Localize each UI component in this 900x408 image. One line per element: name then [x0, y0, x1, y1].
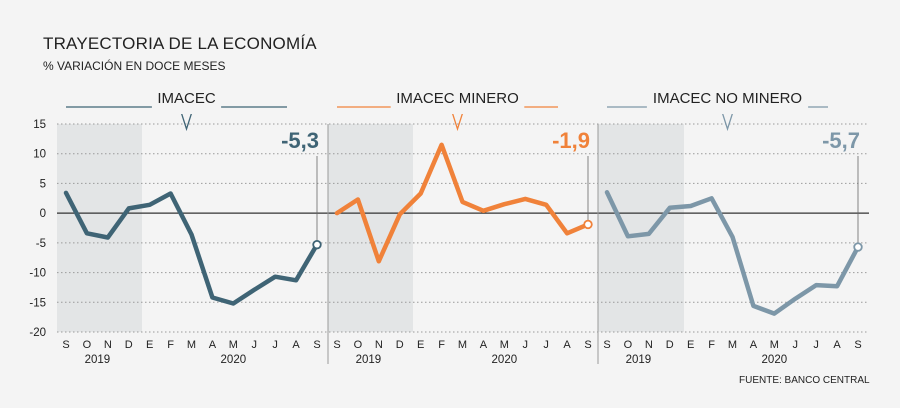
last-point-marker: [853, 242, 863, 252]
y-tick-label: -15: [29, 297, 46, 309]
x-tick-label: A: [209, 339, 217, 351]
x-tick-label: D: [396, 339, 404, 351]
last-value-label: -5,3: [281, 128, 319, 153]
y-tick-label: 15: [33, 119, 46, 131]
x-tick-label: E: [146, 339, 153, 351]
y-tick-label: -10: [29, 268, 46, 280]
chart-subtitle: % VARIACIÓN EN DOCE MESES: [43, 59, 226, 73]
x-tick-label: D: [666, 339, 674, 351]
year-label: 2020: [762, 354, 788, 366]
x-tick-label: F: [167, 339, 174, 351]
year-label: 2020: [221, 354, 247, 366]
year-label: 2019: [626, 354, 652, 366]
x-tick-label: E: [417, 339, 424, 351]
panel-header-bracket: [66, 106, 287, 132]
x-tick-label: J: [793, 339, 799, 351]
panel-header-label: IMACEC MINERO: [396, 90, 519, 107]
x-tick-label: A: [750, 339, 758, 351]
x-tick-label: A: [563, 339, 571, 351]
panel-header-background: [390, 88, 525, 114]
year-label: 2020: [492, 354, 518, 366]
y-tick-label: 10: [33, 149, 46, 161]
x-tick-label: M: [229, 339, 238, 351]
x-tick-label: F: [708, 339, 715, 351]
x-tick-label: O: [624, 339, 633, 351]
x-tick-label: A: [833, 339, 841, 351]
x-tick-label: S: [854, 339, 861, 351]
x-tick-label: S: [313, 339, 320, 351]
source-note: FUENTE: BANCO CENTRAL: [739, 375, 870, 386]
panel-header-background: [151, 88, 222, 114]
y-tick-label: 0: [40, 208, 46, 220]
shaded-region-1: [57, 124, 142, 332]
y-tick-label: 5: [40, 178, 46, 190]
x-tick-label: S: [62, 339, 69, 351]
x-tick-label: N: [375, 339, 383, 351]
x-tick-label: M: [728, 339, 737, 351]
chart-title: TRAYECTORIA DE LA ECONOMÍA: [43, 34, 317, 53]
panel-header-label: IMACEC NO MINERO: [653, 90, 802, 107]
panel-header-background: [646, 88, 809, 114]
x-tick-label: A: [480, 339, 488, 351]
panel-header-label: IMACEC: [157, 90, 216, 107]
x-tick-label: D: [125, 339, 133, 351]
last-value-label: -1,9: [552, 128, 590, 153]
x-tick-label: S: [333, 339, 340, 351]
x-tick-label: J: [252, 339, 258, 351]
x-tick-label: M: [187, 339, 196, 351]
x-tick-label: F: [438, 339, 445, 351]
x-tick-label: O: [83, 339, 92, 351]
last-point-marker: [583, 219, 593, 230]
x-tick-label: J: [543, 339, 549, 351]
series-line-3: [604, 190, 861, 316]
x-tick-label: N: [645, 339, 653, 351]
series-line-2: [334, 142, 591, 264]
x-tick-label: A: [292, 339, 300, 351]
x-tick-label: J: [523, 339, 529, 351]
x-tick-label: E: [687, 339, 694, 351]
shaded-region-3: [598, 124, 684, 332]
x-tick-label: S: [603, 339, 610, 351]
y-tick-label: -20: [29, 327, 46, 339]
x-tick-label: N: [104, 339, 112, 351]
x-tick-label: O: [354, 339, 363, 351]
series-line-1: [63, 190, 320, 306]
x-tick-label: S: [584, 339, 591, 351]
x-tick-label: M: [770, 339, 779, 351]
last-point-marker: [312, 239, 322, 250]
shaded-region-2: [328, 124, 413, 332]
x-tick-label: M: [458, 339, 467, 351]
year-label: 2019: [356, 354, 382, 366]
x-tick-label: J: [272, 339, 278, 351]
x-tick-label: J: [813, 339, 819, 351]
year-label: 2019: [85, 354, 111, 366]
last-value-label: -5,7: [822, 128, 860, 153]
x-tick-label: M: [500, 339, 509, 351]
y-tick-label: -5: [36, 238, 46, 250]
